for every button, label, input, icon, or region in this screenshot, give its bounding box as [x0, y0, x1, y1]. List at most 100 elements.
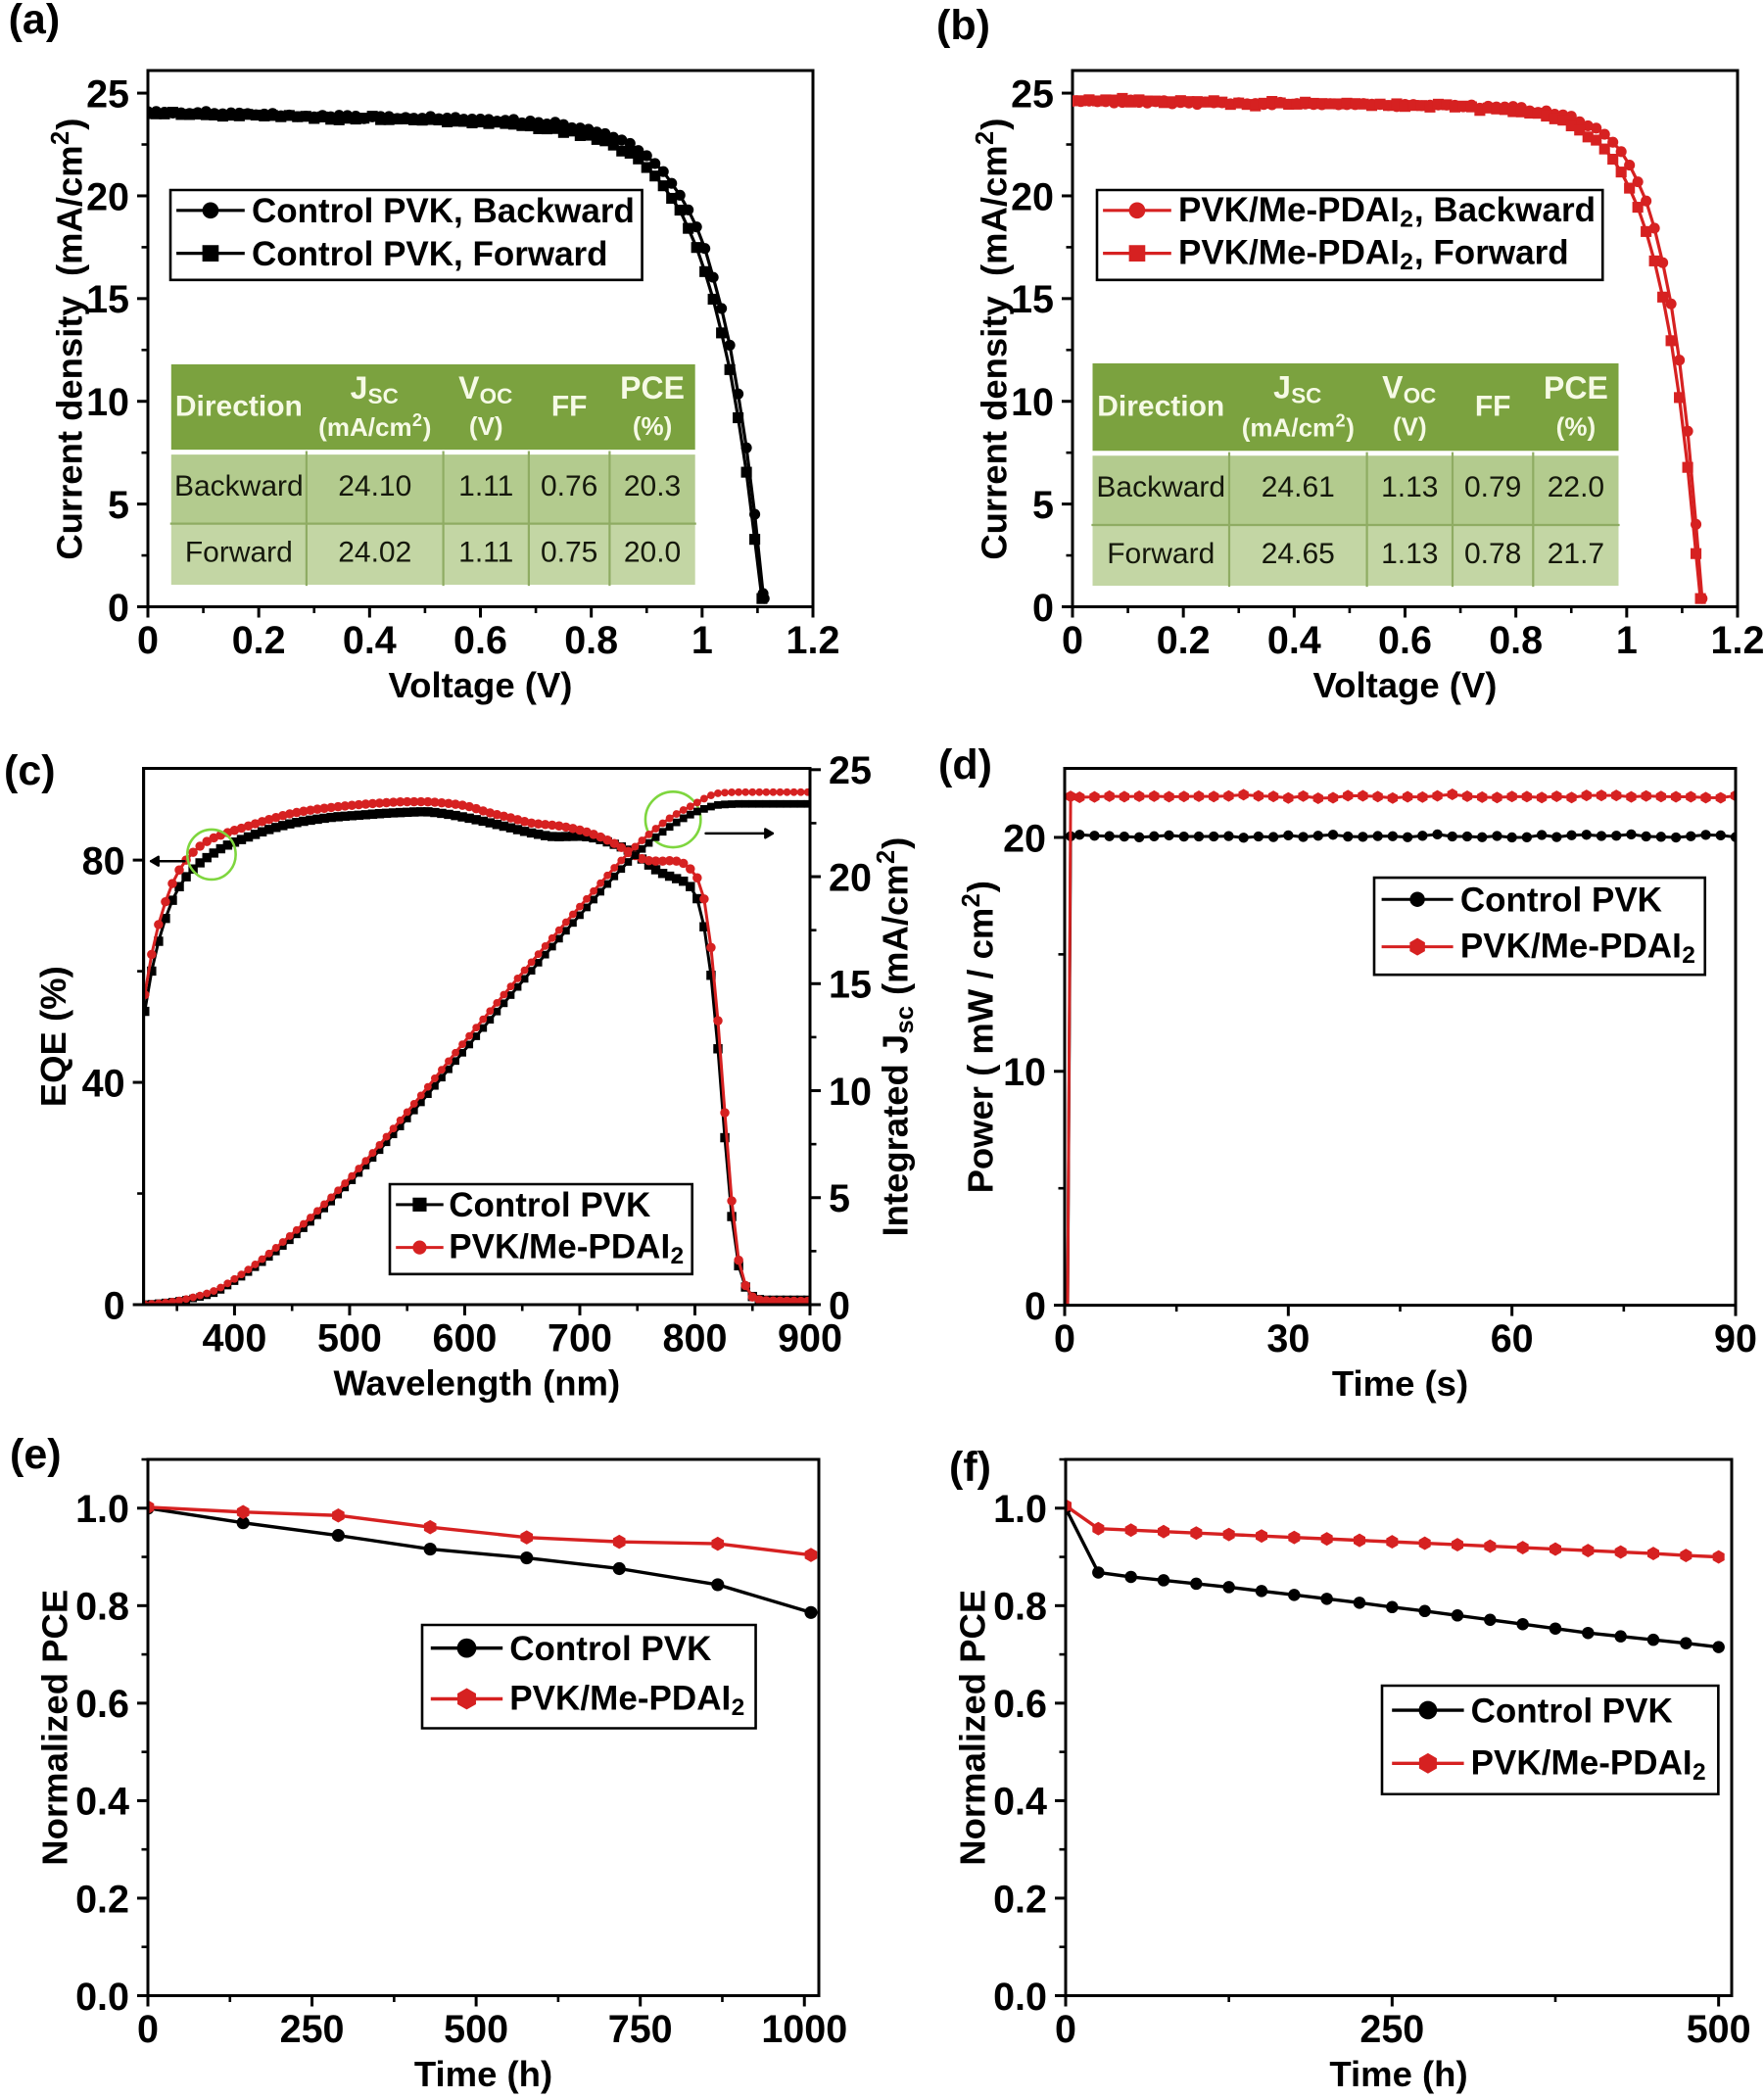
- svg-text:1000: 1000: [761, 2008, 847, 2051]
- svg-text:0.6: 0.6: [993, 1683, 1047, 1726]
- svg-text:(%): (%): [1556, 412, 1596, 442]
- svg-text:I n t e: I n t e g r a t e d J ( m A / c m ) s c …: [873, 831, 919, 1236]
- svg-text:1.2: 1.2: [1711, 619, 1764, 662]
- svg-text:Voltage (V): Voltage (V): [389, 665, 573, 705]
- svg-text:1.13: 1.13: [1381, 538, 1438, 570]
- svg-text:0.2: 0.2: [75, 1878, 129, 1921]
- svg-text:24.61: 24.61: [1262, 471, 1335, 503]
- svg-text:(d): (d): [938, 741, 992, 788]
- svg-text:60: 60: [1491, 1317, 1534, 1360]
- svg-text:800: 800: [663, 1317, 728, 1360]
- svg-text:0.8: 0.8: [75, 1586, 129, 1629]
- svg-text:1.0: 1.0: [75, 1488, 129, 1531]
- svg-text:0.75: 0.75: [541, 537, 597, 569]
- svg-text:P V K /: P V K / M e - P D A I , F o r w a r d 2: [1178, 234, 1575, 276]
- svg-text:0.4: 0.4: [1267, 619, 1321, 662]
- svg-text:Direction: Direction: [1097, 391, 1224, 423]
- svg-text:400: 400: [202, 1317, 266, 1360]
- svg-text:20.0: 20.0: [624, 537, 681, 569]
- svg-text:0.0: 0.0: [993, 1976, 1047, 2019]
- svg-text:0.8: 0.8: [1489, 619, 1543, 662]
- svg-text:250: 250: [280, 2008, 345, 2051]
- svg-text:0: 0: [1054, 1317, 1075, 1360]
- svg-text:Time (h): Time (h): [1329, 2054, 1467, 2094]
- svg-text:0.2: 0.2: [993, 1878, 1047, 1921]
- svg-text:Forward: Forward: [185, 537, 293, 569]
- svg-text:20: 20: [829, 856, 872, 899]
- svg-text:0: 0: [104, 1284, 125, 1327]
- svg-text:250: 250: [1359, 2008, 1424, 2051]
- svg-text:(e): (e): [10, 1431, 62, 1478]
- svg-text:(V): (V): [1393, 412, 1427, 442]
- svg-text:Normalized PCE: Normalized PCE: [953, 1590, 993, 1866]
- svg-text:90: 90: [1714, 1317, 1757, 1360]
- svg-text:0.2: 0.2: [232, 619, 286, 662]
- svg-text:(%): (%): [633, 411, 672, 441]
- svg-text:Backward: Backward: [1096, 471, 1225, 503]
- svg-text:0.6: 0.6: [75, 1683, 129, 1726]
- svg-text:P V K /: P V K / M e - P D A I 2: [509, 1680, 744, 1722]
- svg-text:(V): (V): [469, 411, 503, 441]
- svg-text:0.79: 0.79: [1464, 471, 1521, 503]
- svg-text:(f): (f): [949, 1444, 991, 1491]
- svg-text:FF: FF: [551, 391, 588, 423]
- svg-text:750: 750: [608, 2008, 673, 2051]
- svg-text:22.0: 22.0: [1548, 471, 1604, 503]
- svg-text:Voltage (V): Voltage (V): [1313, 665, 1498, 705]
- svg-text:Control PVK: Control PVK: [1460, 881, 1662, 919]
- svg-text:Time (s): Time (s): [1332, 1363, 1468, 1404]
- svg-text:20: 20: [1003, 817, 1046, 860]
- svg-text:1: 1: [691, 619, 713, 662]
- svg-text:21.7: 21.7: [1548, 538, 1604, 570]
- svg-text:900: 900: [778, 1317, 842, 1360]
- svg-text:80: 80: [82, 839, 125, 883]
- svg-text:EQE (%): EQE (%): [33, 966, 73, 1107]
- svg-text:24.65: 24.65: [1262, 538, 1335, 570]
- svg-text:5: 5: [1032, 484, 1054, 527]
- svg-text:FF: FF: [1475, 391, 1511, 423]
- svg-text:0.0: 0.0: [75, 1976, 129, 2019]
- svg-text:(a): (a): [9, 0, 61, 43]
- svg-text:10: 10: [1011, 381, 1054, 424]
- svg-text:15: 15: [829, 964, 872, 1007]
- svg-text:1.2: 1.2: [787, 619, 840, 662]
- svg-text:Wavelength (nm): Wavelength (nm): [333, 1362, 620, 1403]
- svg-text:40: 40: [82, 1062, 125, 1105]
- svg-text:0: 0: [137, 2008, 159, 2051]
- svg-text:0.8: 0.8: [564, 619, 618, 662]
- svg-text:20.3: 20.3: [624, 470, 681, 502]
- svg-text:0: 0: [1025, 1285, 1046, 1328]
- svg-text:20: 20: [86, 175, 129, 218]
- svg-text:5: 5: [108, 484, 129, 527]
- svg-text:1.13: 1.13: [1381, 471, 1438, 503]
- svg-text:Backward: Backward: [174, 470, 304, 502]
- svg-text:Control PVK: Control PVK: [449, 1186, 650, 1224]
- svg-text:Forward: Forward: [1107, 538, 1215, 570]
- svg-text:( m A /: ( m A / c m ) 2: [318, 410, 437, 442]
- svg-text:500: 500: [1687, 2008, 1751, 2051]
- svg-text:P V K /: P V K / M e - P D A I 2: [449, 1228, 684, 1270]
- svg-text:V O C: V O C: [1382, 370, 1436, 408]
- svg-text:1.11: 1.11: [458, 537, 513, 569]
- svg-text:0.76: 0.76: [541, 470, 597, 502]
- svg-text:25: 25: [86, 72, 129, 116]
- svg-text:0.4: 0.4: [343, 619, 397, 662]
- svg-text:J S C: J S C: [1273, 370, 1321, 408]
- svg-text:0.4: 0.4: [993, 1781, 1047, 1824]
- svg-text:0: 0: [108, 587, 129, 630]
- svg-text:C u r r: C u r r e n t d e n s i t y ( m A / c m: [47, 112, 89, 559]
- svg-text:500: 500: [444, 2008, 508, 2051]
- svg-text:0.4: 0.4: [75, 1781, 129, 1824]
- svg-text:1.11: 1.11: [458, 470, 513, 502]
- svg-text:J S C: J S C: [351, 370, 399, 408]
- svg-text:10: 10: [86, 381, 129, 424]
- svg-text:0: 0: [829, 1284, 850, 1327]
- svg-text:PCE: PCE: [620, 370, 685, 405]
- svg-text:(c): (c): [4, 747, 56, 794]
- svg-text:15: 15: [86, 278, 129, 321]
- svg-text:24.10: 24.10: [338, 470, 411, 502]
- svg-text:P V K /: P V K / M e - P D A I , B a c k w a r d …: [1178, 191, 1601, 233]
- svg-text:0: 0: [137, 619, 159, 662]
- svg-text:1: 1: [1616, 619, 1638, 662]
- svg-text:Control PVK: Control PVK: [509, 1630, 711, 1668]
